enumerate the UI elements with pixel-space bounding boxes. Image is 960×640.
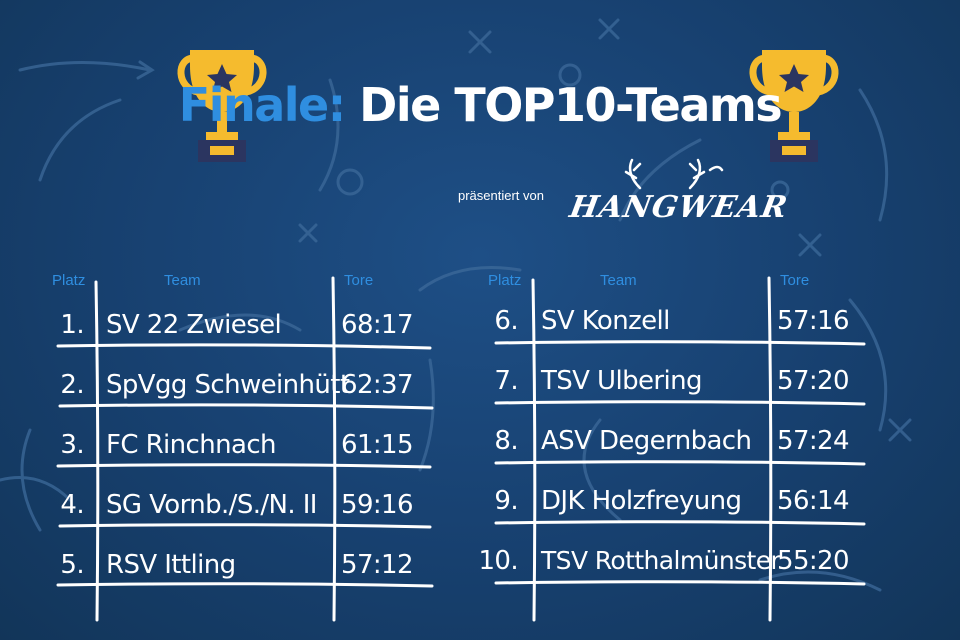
team-cell: DJK Holzfreyung — [541, 486, 742, 516]
right-header-team: Team — [600, 272, 637, 289]
trophy-icon — [177, 50, 267, 162]
antler-icon — [624, 158, 724, 190]
rank-cell: 5. — [60, 550, 84, 580]
rank-cell: 7. — [494, 366, 518, 396]
team-cell: TSV Rotthalmünster — [541, 546, 781, 575]
rank-cell: 10. — [478, 546, 518, 576]
rank-cell: 3. — [60, 430, 84, 460]
rank-cell: 1. — [60, 310, 84, 340]
page-title: Finale: Die TOP10-Teams — [0, 78, 960, 132]
goals-cell: 61:15 — [341, 430, 414, 460]
right-header-tore: Tore — [780, 272, 810, 289]
right-header-platz: Platz — [488, 272, 522, 289]
goals-cell: 57:16 — [777, 306, 850, 336]
goals-cell: 59:16 — [341, 490, 414, 520]
goals-cell: 56:14 — [777, 486, 850, 516]
team-cell: SV Konzell — [541, 306, 670, 336]
sponsor-logo: HANGWEAR — [566, 158, 791, 232]
sponsor-logo-text: HANGWEAR — [566, 190, 791, 225]
goals-cell: 55:20 — [777, 546, 850, 576]
left-header-team: Team — [164, 272, 201, 289]
presented-by-text: präsentiert von — [458, 188, 544, 203]
team-cell: SpVgg Schweinhütt — [106, 370, 350, 400]
title-accent: Finale: — [178, 78, 346, 132]
rank-cell: 9. — [494, 486, 518, 516]
goals-cell: 57:24 — [777, 426, 850, 456]
team-cell: ASV Degernbach — [541, 426, 752, 456]
team-cell: TSV Ulbering — [541, 366, 702, 396]
team-cell: FC Rinchnach — [106, 430, 277, 460]
team-cell: SG Vornb./S./N. II — [106, 490, 317, 520]
rank-cell: 6. — [494, 306, 518, 336]
rank-cell: 4. — [60, 490, 84, 520]
rank-cell: 8. — [494, 426, 518, 456]
trophy-icon — [749, 50, 839, 162]
rank-cell: 2. — [60, 370, 84, 400]
team-cell: RSV Ittling — [106, 550, 236, 580]
goals-cell: 57:20 — [777, 366, 850, 396]
title-main: Die TOP10-Teams — [359, 78, 783, 132]
goals-cell: 62:37 — [341, 370, 414, 400]
goals-cell: 68:17 — [341, 310, 414, 340]
left-header-platz: Platz — [52, 272, 86, 289]
goals-cell: 57:12 — [341, 550, 414, 580]
left-header-tore: Tore — [344, 272, 374, 289]
team-cell: SV 22 Zwiesel — [106, 310, 282, 340]
